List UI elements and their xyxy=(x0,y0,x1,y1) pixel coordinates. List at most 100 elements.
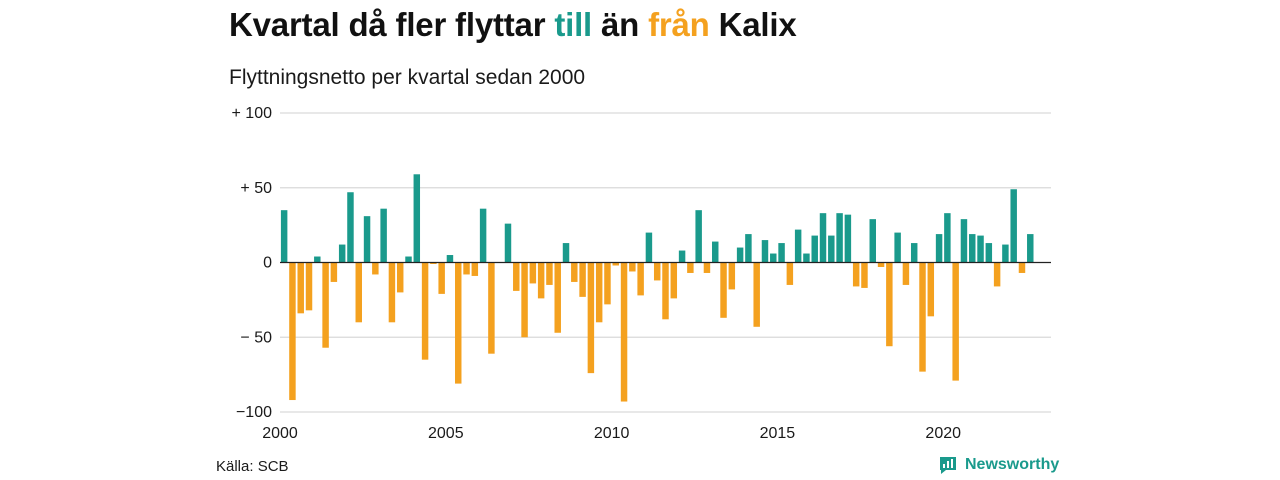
bar xyxy=(919,262,926,372)
y-tick-label: + 100 xyxy=(232,105,273,122)
bar xyxy=(421,262,429,360)
x-tick-label: 2015 xyxy=(760,425,796,442)
bar xyxy=(960,219,968,263)
bar xyxy=(886,262,893,347)
bar xyxy=(720,262,727,318)
bar xyxy=(786,262,794,285)
x-tick-label: 2020 xyxy=(925,425,961,442)
bar xyxy=(712,241,719,263)
bar xyxy=(861,262,868,288)
title-word-fran: från xyxy=(648,6,710,43)
bar xyxy=(836,213,843,263)
bar xyxy=(479,208,487,263)
newsworthy-chart-icon xyxy=(940,457,956,474)
bar xyxy=(620,262,628,402)
bar xyxy=(521,262,528,338)
bar xyxy=(736,247,744,263)
bar xyxy=(529,262,537,284)
x-tick-label: 2010 xyxy=(594,425,630,442)
bar xyxy=(695,210,702,263)
bar xyxy=(438,262,445,294)
bar xyxy=(678,250,686,263)
bar xyxy=(280,210,288,263)
bar xyxy=(985,243,993,263)
bar xyxy=(803,253,810,263)
bar xyxy=(388,262,396,323)
bar xyxy=(944,213,951,263)
y-tick-label: −100 xyxy=(236,404,272,421)
brand-name: Newsworthy xyxy=(965,456,1060,473)
title-word-till: till xyxy=(554,6,593,43)
bar xyxy=(935,234,943,263)
bar xyxy=(819,213,827,263)
bar xyxy=(413,174,421,263)
bar xyxy=(430,262,437,264)
bar xyxy=(571,262,578,282)
bar xyxy=(629,262,636,272)
bar xyxy=(662,262,669,320)
bar xyxy=(380,208,387,263)
bar xyxy=(869,219,876,263)
bar xyxy=(687,262,694,273)
bar xyxy=(844,214,852,263)
bar xyxy=(1018,262,1026,273)
title-part-2: än xyxy=(592,6,649,43)
bar xyxy=(612,262,619,266)
bar xyxy=(363,216,371,263)
bar xyxy=(554,262,561,333)
bar xyxy=(670,262,678,299)
bar xyxy=(877,262,885,267)
chart-title: Kvartal då fler flyttar till än från Kal… xyxy=(229,6,797,44)
y-tick-label: 0 xyxy=(263,255,272,272)
bar xyxy=(778,243,785,263)
bar xyxy=(1027,234,1034,263)
source-label: Källa: SCB xyxy=(216,458,289,475)
bars xyxy=(280,174,1034,402)
bar xyxy=(355,262,362,323)
x-tick-label: 2000 xyxy=(262,425,298,442)
chart-subtitle: Flyttningsnetto per kvartal sedan 2000 xyxy=(229,66,586,89)
bar xyxy=(488,262,495,354)
bar xyxy=(314,256,321,263)
x-tick-label: 2005 xyxy=(428,425,464,442)
bar xyxy=(305,262,313,311)
bar xyxy=(761,240,769,263)
bar xyxy=(852,262,860,287)
title-part-3: Kalix xyxy=(709,6,797,43)
bar xyxy=(811,235,818,263)
bar xyxy=(396,262,404,293)
bar xyxy=(745,234,752,263)
bar xyxy=(794,229,802,263)
bar xyxy=(405,256,412,263)
bar xyxy=(910,243,918,263)
bar xyxy=(322,262,329,348)
bar xyxy=(471,262,479,276)
bar xyxy=(969,234,976,263)
bar xyxy=(828,235,835,263)
bar xyxy=(537,262,545,299)
bar xyxy=(347,192,354,263)
bar xyxy=(637,262,644,296)
bar xyxy=(1002,244,1009,263)
bar xyxy=(645,232,653,263)
bar xyxy=(338,244,346,263)
y-tick-label: + 50 xyxy=(240,180,272,197)
bar xyxy=(372,262,379,275)
bar xyxy=(587,262,595,374)
bar xyxy=(513,262,520,291)
bar xyxy=(289,262,296,401)
bar xyxy=(504,223,512,263)
bar xyxy=(902,262,910,285)
bar xyxy=(653,262,661,281)
bar xyxy=(579,262,586,297)
title-part-1: Kvartal då fler flyttar xyxy=(229,6,555,43)
bar xyxy=(770,253,777,263)
bar xyxy=(463,262,470,275)
bar xyxy=(604,262,611,305)
bar xyxy=(977,235,984,263)
bar xyxy=(753,262,760,327)
bar xyxy=(546,262,553,285)
bar xyxy=(927,262,935,317)
